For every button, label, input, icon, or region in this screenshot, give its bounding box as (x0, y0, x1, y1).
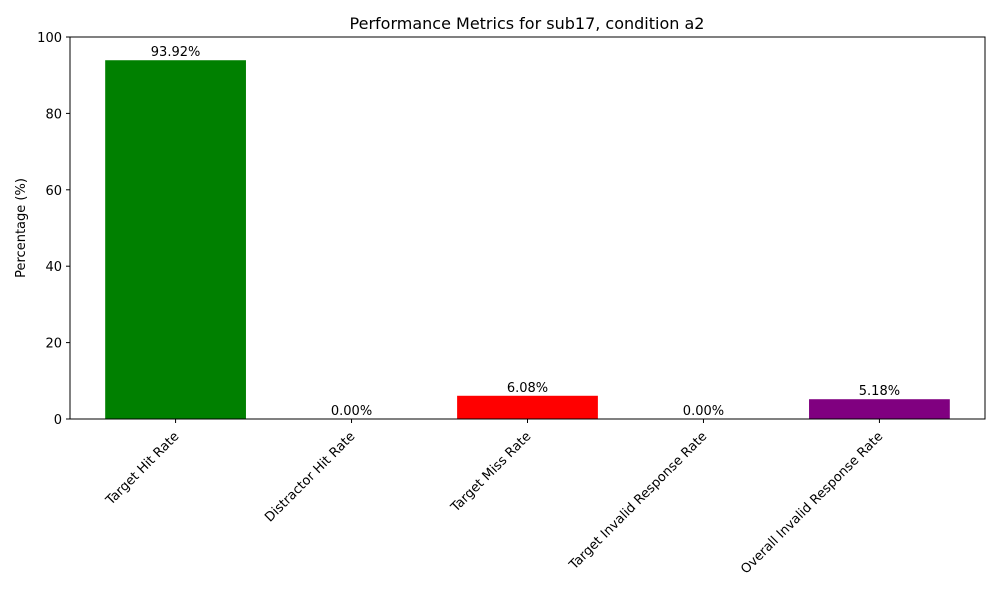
bar-value-label: 6.08% (507, 381, 548, 396)
bar (809, 399, 950, 419)
y-tick-label: 60 (45, 184, 62, 199)
y-axis-ticks: 0 20 40 60 80 100 (37, 31, 70, 428)
y-tick-label: 80 (45, 107, 62, 122)
bar-value-label: 5.18% (859, 384, 900, 399)
bar-value-label: 0.00% (331, 404, 372, 419)
bar (105, 60, 246, 420)
y-tick-label: 100 (37, 31, 62, 46)
y-tick-label: 40 (45, 260, 62, 275)
plot-area-frame (69, 36, 986, 420)
y-tick-label: 20 (45, 337, 62, 352)
y-tick-label: 0 (54, 413, 62, 428)
bars-group: 93.92% 0.00% 6.08% 0.00% 5.18% (105, 45, 950, 420)
y-axis-label: Percentage (%) (14, 178, 29, 278)
chart-title: Performance Metrics for sub17, condition… (350, 14, 705, 33)
bar-value-label: 0.00% (683, 404, 724, 419)
bar (457, 395, 598, 419)
bar-value-label: 93.92% (151, 45, 201, 60)
